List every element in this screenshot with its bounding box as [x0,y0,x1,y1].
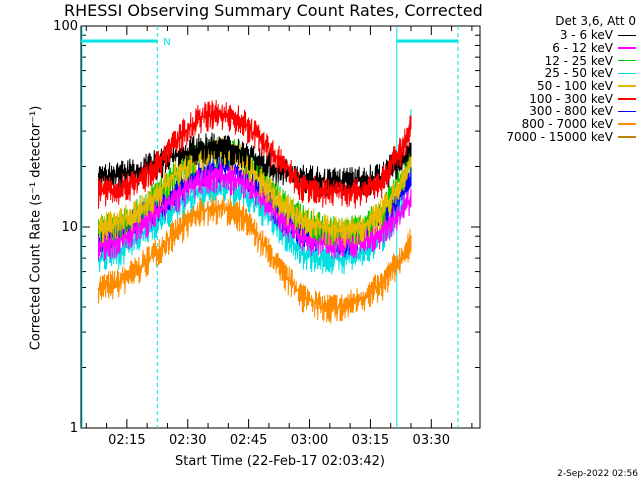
legend-swatch [618,85,636,87]
legend-swatch [618,110,636,113]
legend-swatch [618,136,636,138]
x-tick-label: 02:45 [230,433,267,448]
legend-item: 7000 - 15000 keV [486,129,636,144]
x-axis-label: Start Time (22-Feb-17 02:03:42) [175,454,385,469]
series-line [98,194,412,324]
y-tick-label: 100 [53,19,78,34]
legend-item: 25 - 50 keV [486,66,636,81]
legend-item: 100 - 300 keV [486,91,636,106]
legend-item: 800 - 7000 keV [486,117,636,132]
legend-label: 7000 - 15000 keV [506,129,613,144]
legend-item: 12 - 25 keV [486,53,636,68]
legend-header: Det 3,6, Att 0 [555,14,636,28]
legend-label: 12 - 25 keV [544,53,613,68]
x-tick-label: 03:00 [291,433,328,448]
legend-label: 50 - 100 keV [536,79,613,94]
legend-swatch [618,59,636,62]
x-tick-label: 03:30 [413,433,450,448]
legend-label: 300 - 800 keV [529,104,613,119]
legend-item: 3 - 6 keV [486,28,636,43]
x-tick-label: 02:15 [108,433,145,448]
axis-ticks: 1 10 100 02:15 02:30 02:45 03:00 03:15 03:30 [53,19,480,448]
saa-label: N [163,37,170,48]
legend-item: 50 - 100 keV [486,79,636,94]
timestamp: 2-Sep-2022 02:56 [557,469,638,479]
series-line [98,137,412,248]
legend-label: 6 - 12 keV [552,41,613,56]
series-line [98,99,412,209]
series-layer [98,99,412,324]
legend-item: 300 - 800 keV [486,104,636,119]
legend-label: 800 - 7000 keV [521,117,613,132]
legend-swatch [618,98,636,100]
legend-swatch [618,72,636,75]
legend-swatch [618,34,636,37]
y-axis-label: Corrected Count Rate (s⁻¹ detector⁻¹) [28,105,44,351]
y-tick-label: 10 [61,220,78,235]
series-line [98,108,412,275]
legend: Det 3,6, Att 0 3 - 6 keV 6 - 12 keV 12 -… [486,14,636,144]
legend-label: 25 - 50 keV [544,66,613,81]
y-tick-label: 1 [70,421,78,436]
legend-swatch [618,123,636,125]
legend-label: 100 - 300 keV [529,91,613,106]
legend-label: 3 - 6 keV [559,28,613,43]
x-tick-label: 03:15 [352,433,389,448]
legend-swatch [618,47,636,49]
chart-title: RHESSI Observing Summary Count Rates, Co… [64,1,483,20]
x-tick-label: 02:30 [169,433,206,448]
legend-item: 6 - 12 keV [486,41,636,56]
